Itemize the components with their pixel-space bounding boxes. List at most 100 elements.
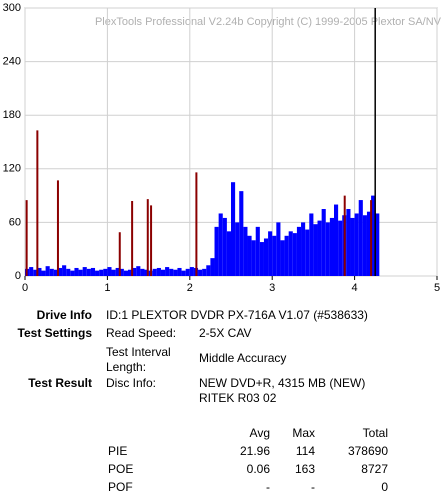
pie-bar <box>45 266 50 276</box>
pie-bar <box>132 267 137 276</box>
pie-bar <box>202 268 207 276</box>
stats-cell: 0.06 <box>246 462 270 476</box>
stats-cell: POF <box>108 480 133 494</box>
stats-cell: 114 <box>295 444 315 458</box>
pie-bar <box>62 265 67 276</box>
pie-bar <box>70 270 75 276</box>
pie-bar <box>288 231 293 276</box>
pie-bar <box>358 200 363 276</box>
pie-bar <box>189 267 194 276</box>
key: Read Speed: <box>106 326 177 340</box>
pie-bar <box>263 238 269 276</box>
stats-cell: POE <box>108 462 134 476</box>
pie-bar <box>301 222 306 276</box>
stats-cell: Avg <box>249 426 270 440</box>
pie-bar <box>29 267 34 276</box>
pie-bar <box>169 268 174 276</box>
stats-cell: 0 <box>381 480 388 494</box>
pie-bar <box>362 215 367 276</box>
pie-bar <box>140 268 145 276</box>
stats-cell: 163 <box>294 462 315 476</box>
pie-bar <box>185 268 190 276</box>
chart-title: PlexTools Professional V2.24b Copyright … <box>95 16 442 28</box>
pie-bar <box>41 270 46 276</box>
x-tick-label: 5 <box>434 282 440 294</box>
y-tick-label: 300 <box>3 2 21 14</box>
pie-bar <box>338 220 343 276</box>
stats-cell: - <box>266 480 270 494</box>
pie-bar <box>268 231 273 276</box>
pie-bar <box>243 226 248 276</box>
pie-bar <box>329 217 334 276</box>
pie-bar <box>74 267 79 276</box>
pie-bar <box>123 270 128 276</box>
pie-bar <box>57 267 63 276</box>
pie-bar <box>309 213 314 276</box>
pie-bar <box>198 269 203 276</box>
pie-bar <box>156 267 161 276</box>
pie-bar <box>247 235 252 276</box>
value: 2-5X CAV <box>199 326 252 340</box>
pie-bar <box>99 269 104 276</box>
label: Test Result <box>28 376 92 390</box>
pie-bar <box>371 195 376 276</box>
x-tick-label: 3 <box>269 282 275 294</box>
stats-cell: Max <box>292 426 315 440</box>
pie-bar <box>90 267 96 276</box>
label: Drive Info <box>36 308 92 322</box>
value: RITEK R03 02 <box>199 391 277 405</box>
y-tick-label: 60 <box>9 216 21 228</box>
pie-bar <box>334 204 339 276</box>
stats-cell: 378690 <box>347 444 388 458</box>
pie-bar <box>292 233 297 276</box>
pie-bar <box>313 224 318 276</box>
pie-bar <box>119 268 124 276</box>
pie-bar <box>152 268 157 276</box>
pie-bar <box>53 269 58 276</box>
pie-bar <box>255 226 260 276</box>
pie-bar <box>128 269 133 276</box>
pie-bar <box>239 191 244 276</box>
pie-bar <box>214 226 219 276</box>
pie-bar <box>115 267 120 276</box>
pie-bar <box>226 231 231 276</box>
stats-cell: 8727 <box>361 462 388 476</box>
value: NEW DVD+R, 4315 MB (NEW) <box>199 376 366 390</box>
x-tick-label: 1 <box>104 282 110 294</box>
pie-bar <box>103 268 108 276</box>
pie-bar <box>350 217 355 276</box>
pie-bar <box>284 235 289 276</box>
pie-bar <box>317 220 322 276</box>
pie-bar <box>259 242 264 276</box>
pie-bar <box>235 222 240 276</box>
pie-bar <box>305 229 310 276</box>
stats-cell: Total <box>362 426 388 440</box>
y-tick-label: 0 <box>15 270 21 282</box>
pie-bar <box>321 209 326 276</box>
pie-bar <box>354 213 359 276</box>
label: Test Settings <box>17 326 92 340</box>
x-tick-label: 0 <box>22 282 28 294</box>
pie-bar <box>177 267 182 276</box>
stats-cell: PIE <box>108 444 128 458</box>
pie-bar <box>206 265 211 276</box>
pie-bar <box>78 269 83 276</box>
pie-bar <box>280 240 285 276</box>
pie-bar <box>375 213 380 276</box>
pie-bar <box>325 222 330 276</box>
y-tick-label: 120 <box>3 163 21 175</box>
stats-cell: 21.96 <box>239 444 270 458</box>
pie-bar <box>86 268 91 276</box>
pie-bar <box>37 267 42 276</box>
pie-bar <box>222 217 227 276</box>
pie-bar <box>165 267 170 276</box>
pie-bar <box>95 270 100 276</box>
pie-bar <box>276 222 281 276</box>
value: Middle Accuracy <box>199 351 287 365</box>
pie-bar <box>218 213 223 276</box>
pie-bar <box>66 268 71 276</box>
pie-bar <box>33 269 38 276</box>
stats-cell: - <box>311 480 315 494</box>
pie-bar <box>111 269 116 276</box>
